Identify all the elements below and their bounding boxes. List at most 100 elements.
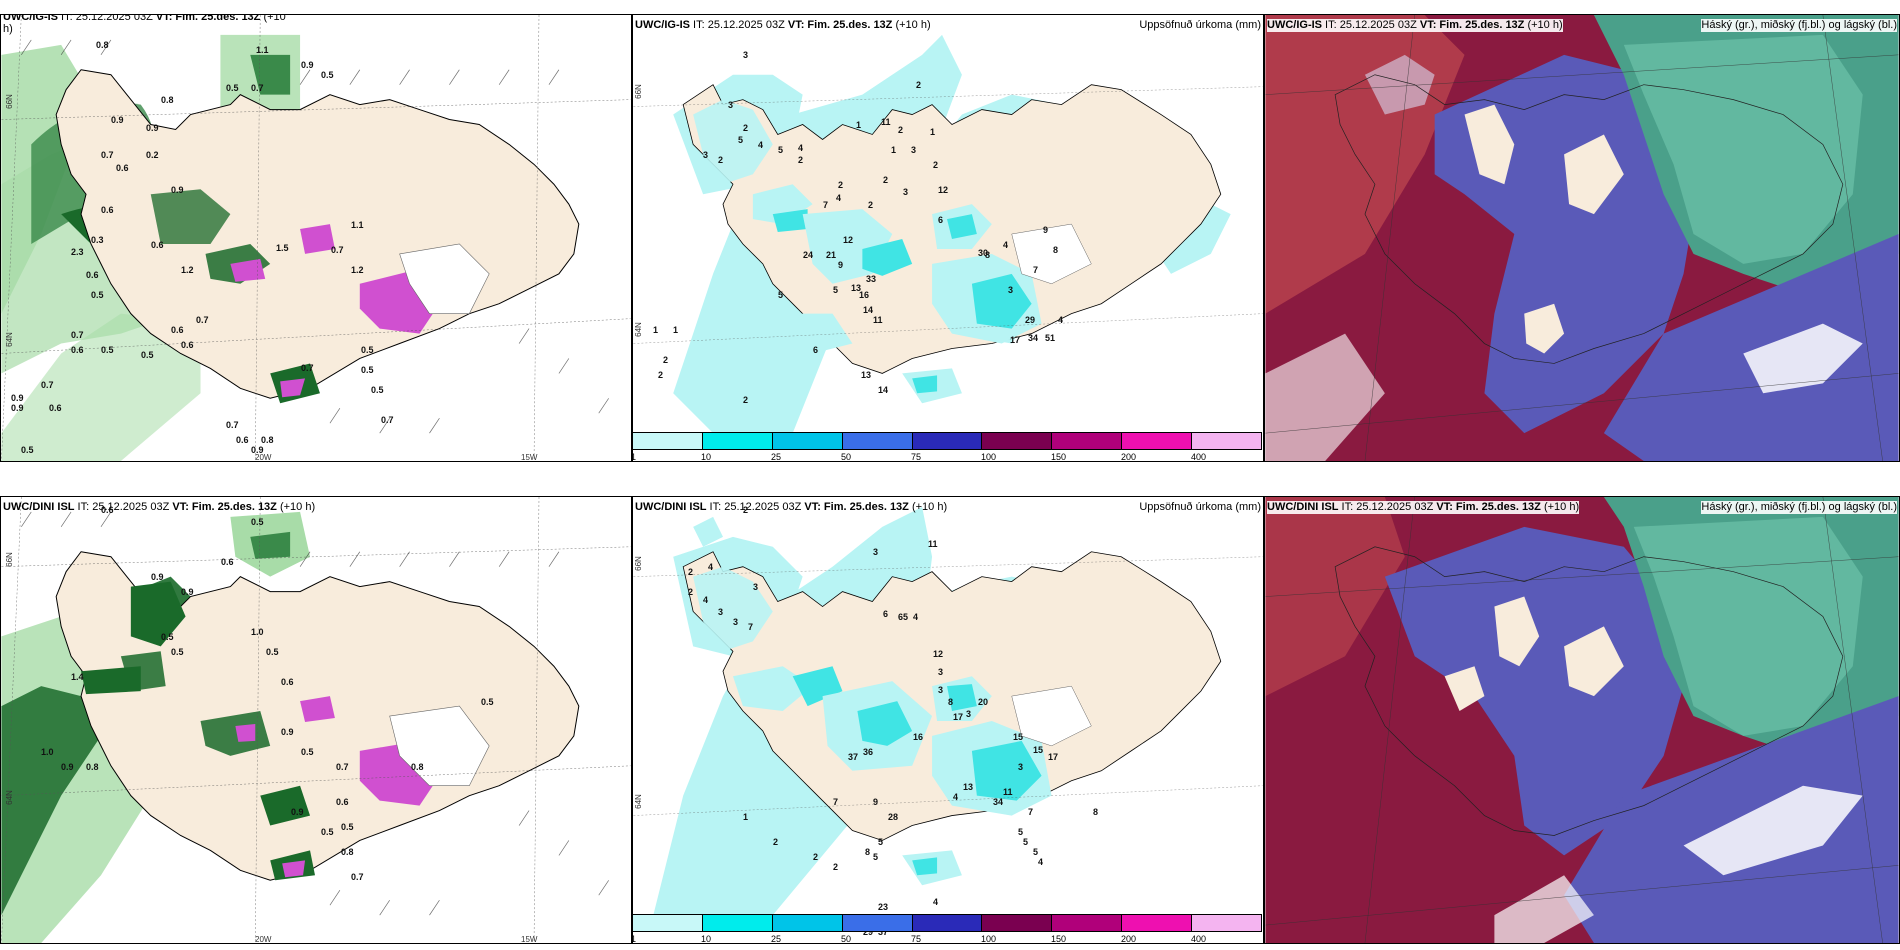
precip-value-label: 0.5 <box>361 365 374 375</box>
precip-value-label: 1.0 <box>251 627 264 637</box>
precip-value-label: 6 <box>898 612 904 622</box>
lon-label: 15W <box>521 935 538 944</box>
precip-value-label: 0.5 <box>226 83 239 93</box>
precip-value-label: 3 <box>718 607 724 617</box>
colorbar-tick-label: 100 <box>981 452 997 462</box>
panel-bottom-left-wind: UWC/DINI ISL IT: 25.12.2025 03Z VT: Fim.… <box>0 496 632 944</box>
precip-value-label: 30 <box>978 248 989 258</box>
colorbar-ticks-bottom: 1 10 25 50 75 100 150 200 400 <box>631 934 1262 946</box>
precip-value-label: 33 <box>866 274 877 284</box>
precip-value-label: 12 <box>933 649 944 659</box>
precip-value-label: 0.9 <box>171 185 184 195</box>
precip-value-label: 4 <box>953 792 959 802</box>
precip-value-label: 3 <box>733 617 739 627</box>
cloud-map-top <box>1265 15 1899 461</box>
precip-value-label: 0.6 <box>221 557 234 567</box>
colorbar-tick-label: 10 <box>701 452 712 462</box>
precip-value-label: 4 <box>758 140 764 150</box>
precip-value-label: 0.7 <box>41 380 54 390</box>
colorbar-swatch <box>912 433 983 449</box>
precip-value-label: 6 <box>813 345 819 355</box>
precip-value-label: 2 <box>773 837 779 847</box>
precip-value-label: 9 <box>1043 225 1049 235</box>
colorbar-swatch <box>1192 433 1262 449</box>
colorbar-swatch <box>772 915 843 931</box>
precip-value-label: 1 <box>653 325 659 335</box>
precip-value-label: 0.9 <box>291 807 304 817</box>
colorbar-swatch <box>702 915 773 931</box>
precip-value-label: 0.5 <box>171 647 184 657</box>
precip-value-label: 5 <box>778 145 784 155</box>
precip-value-label: 8 <box>865 847 871 857</box>
precip-value-label: 0.5 <box>341 822 354 832</box>
precip-value-label: 2 <box>883 175 889 185</box>
precip-value-label: 0.7 <box>301 363 314 373</box>
panel-title: UWC/IG-IS IT: 25.12.2025 03Z VT: Fim. 25… <box>3 14 286 23</box>
precip-value-label: 4 <box>933 897 939 907</box>
colorbar-swatch <box>912 915 983 931</box>
precip-value-label: 4 <box>836 193 842 203</box>
precip-value-label: 51 <box>1045 333 1056 343</box>
precip-value-label: 2 <box>658 370 664 380</box>
panel-title: UWC/DINI ISL IT: 25.12.2025 03Z VT: Fim.… <box>635 501 948 513</box>
precip-value-label: 3 <box>938 685 944 695</box>
precip-value-label: 37 <box>848 752 859 762</box>
precip-value-label: 2 <box>743 505 749 515</box>
precip-value-label: 9 <box>838 260 844 270</box>
precip-value-label: 13 <box>851 283 862 293</box>
precip-value-label: 0.5 <box>266 647 279 657</box>
precip-value-label: 0.6 <box>171 325 184 335</box>
precip-value-label: 3 <box>903 187 909 197</box>
precip-value-label: 14 <box>878 385 889 395</box>
precip-value-label: 0.5 <box>101 345 114 355</box>
precip-value-label: 17 <box>953 712 964 722</box>
precip-value-label: 3 <box>728 100 734 110</box>
precip-value-label: 12 <box>843 235 854 245</box>
lon-label: 20W <box>255 453 272 462</box>
precip-value-label: 23 <box>878 902 889 912</box>
precip-value-label: 1.2 <box>351 265 364 275</box>
panel-bottom-right-clouds: UWC/DINI ISL IT: 25.12.2025 03Z VT: Fim.… <box>1264 496 1900 944</box>
precip-value-label: 7 <box>748 622 754 632</box>
precip-value-label: 0.7 <box>251 83 264 93</box>
colorbar-swatch <box>633 915 703 931</box>
precip-value-label: 3 <box>1018 762 1024 772</box>
panel-subtitle: Háský (gr.), miðský (fj.bl.) og lágský (… <box>1701 501 1897 514</box>
precip-value-label: 0.6 <box>151 240 164 250</box>
precip-value-label: 5 <box>778 290 784 300</box>
panel-top-left-wind: UWC/IG-IS IT: 25.12.2025 03Z VT: Fim. 25… <box>0 14 632 462</box>
precip-value-label: 0.6 <box>49 403 62 413</box>
precip-value-label: 0.6 <box>86 270 99 280</box>
precip-value-label: 0.6 <box>101 205 114 215</box>
precip-value-label: 8 <box>1093 807 1099 817</box>
colorbar-tick-label: 400 <box>1191 934 1207 944</box>
precip-value-label: 1.1 <box>256 45 269 55</box>
precip-value-label: 1.5 <box>276 243 289 253</box>
precip-value-label: 0.8 <box>341 847 354 857</box>
precip-value-label: 2 <box>838 180 844 190</box>
precip-value-label: 0.7 <box>336 762 349 772</box>
precip-value-label: 0.8 <box>411 762 424 772</box>
precip-value-label: 0.6 <box>236 435 249 445</box>
colorbar-tick-label: 10 <box>701 934 712 944</box>
panel-subtitle: Uppsöfnuð úrkoma (mm) <box>1139 19 1261 31</box>
precip-value-label: 1 <box>673 325 679 335</box>
panel-title: UWC/DINI ISL IT: 25.12.2025 03Z VT: Fim.… <box>1267 501 1580 514</box>
precip-value-label: 9 <box>873 797 879 807</box>
colorbar-swatch <box>982 433 1053 449</box>
precip-value-label: 0.9 <box>181 587 194 597</box>
panel-title: UWC/IG-IS IT: 25.12.2025 03Z VT: Fim. 25… <box>1267 19 1563 32</box>
colorbar-tick-label: 100 <box>981 934 997 944</box>
precip-value-label: 3 <box>938 667 944 677</box>
precip-value-label: 2 <box>933 160 939 170</box>
precip-value-label: 0.3 <box>91 235 104 245</box>
precip-value-label: 5 <box>1023 837 1029 847</box>
precip-value-label: 0.9 <box>281 727 294 737</box>
panel-subtitle: Uppsöfnuð úrkoma (mm) <box>1139 501 1261 513</box>
precip-value-label: 5 <box>738 135 744 145</box>
precip-value-label: 0.5 <box>481 697 494 707</box>
colorbar-swatch <box>1122 433 1193 449</box>
colorbar-tick-label: 50 <box>841 934 852 944</box>
panel-title-cont: h) <box>3 23 13 35</box>
precip-value-label: 0.7 <box>196 315 209 325</box>
